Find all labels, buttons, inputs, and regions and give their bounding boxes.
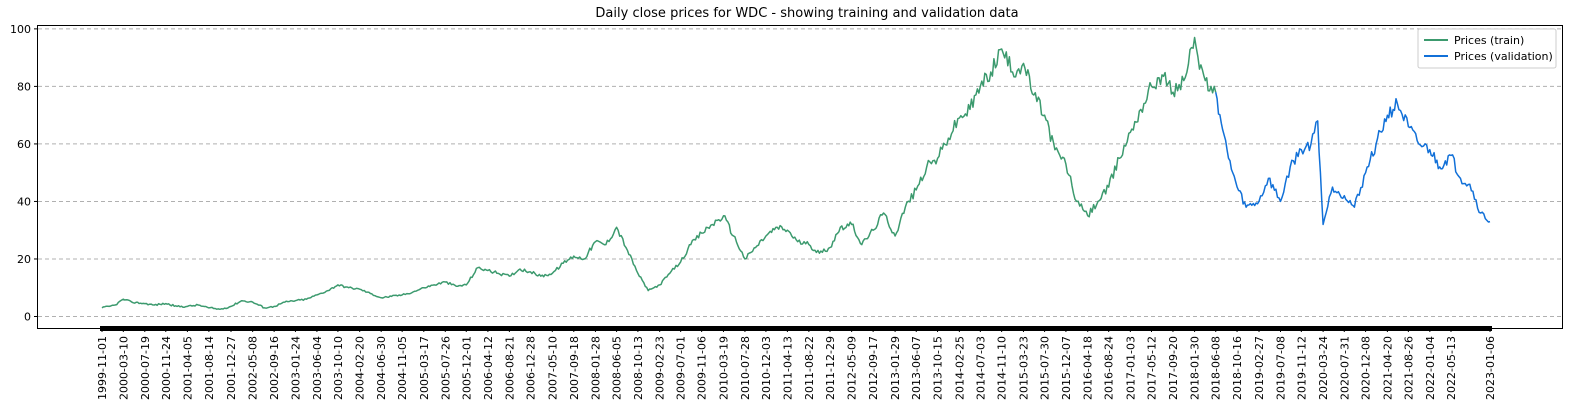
- x-tick-label: 2006-08-21: [503, 336, 516, 400]
- x-tick-label: 2005-12-01: [460, 336, 473, 400]
- x-tick-label: 2011-12-29: [824, 336, 837, 400]
- x-tick-label: 2001-12-27: [225, 336, 238, 400]
- x-tick-label: 2007-05-10: [546, 336, 559, 400]
- x-tick-label: 2019-11-12: [1295, 336, 1308, 400]
- x-tick-label: 2000-11-24: [160, 336, 173, 400]
- x-tick-label: 2019-07-08: [1274, 336, 1287, 400]
- x-tick-label: 2018-01-30: [1189, 336, 1202, 400]
- x-tick-label: 2022-05-13: [1445, 336, 1458, 400]
- x-tick-label: 2010-03-19: [717, 336, 730, 400]
- x-tick-label: 2005-03-17: [418, 336, 431, 400]
- x-tick-label: 2010-12-03: [760, 336, 773, 400]
- x-tick-label: 2000-03-10: [117, 336, 130, 400]
- y-tick-label: 60: [17, 138, 31, 151]
- x-tick-label: 1999-11-01: [96, 336, 109, 400]
- x-tick-label: 2022-01-04: [1424, 336, 1437, 400]
- x-tick-label: 2011-08-22: [803, 336, 816, 400]
- x-tick-label: 2021-08-26: [1402, 336, 1415, 400]
- x-tick-label: 2004-11-05: [396, 336, 409, 400]
- x-tick-label: 2006-04-12: [482, 336, 495, 400]
- x-tick-label: 2004-06-30: [375, 336, 388, 400]
- x-tick-label: 2012-05-09: [846, 336, 859, 400]
- x-tick-label: 2001-04-05: [181, 336, 194, 400]
- x-tick-label: 2015-03-23: [1017, 336, 1030, 400]
- y-tick-label: 20: [17, 253, 31, 266]
- x-tick-label: 2000-07-19: [139, 336, 152, 400]
- x-tick-label: 2003-01-24: [289, 336, 302, 400]
- x-tick-label: 2009-11-06: [696, 336, 709, 400]
- x-tick-label: 2003-10-10: [332, 336, 345, 400]
- x-tick-label: 2011-04-13: [781, 336, 794, 400]
- x-tick-label: 2002-09-16: [268, 336, 281, 400]
- x-tick-label: 2017-09-20: [1167, 336, 1180, 400]
- series-line-train: [101, 36, 1217, 311]
- x-tick-label: 2012-09-17: [867, 336, 880, 400]
- x-tick-label: 2014-02-25: [953, 336, 966, 400]
- x-tick-label: 2020-03-24: [1317, 336, 1330, 400]
- x-tick-label: 2016-04-18: [1082, 336, 1095, 400]
- series-layer: [101, 36, 1491, 311]
- x-tick-label: 2021-04-20: [1381, 336, 1394, 400]
- y-tick-label: 40: [17, 195, 31, 208]
- x-tick-label: 2008-10-13: [632, 336, 645, 400]
- x-tick-label: 2005-07-26: [439, 336, 452, 400]
- x-tick-label: 2003-06-04: [311, 336, 324, 400]
- y-tick-label: 100: [10, 23, 31, 36]
- x-tick-label: 2013-10-15: [932, 336, 945, 400]
- x-tick-label: 2020-07-31: [1338, 336, 1351, 400]
- x-tick-label: 2019-02-27: [1253, 336, 1266, 400]
- y-tick-label: 80: [17, 80, 31, 93]
- chart-title: Daily close prices for WDC - showing tra…: [595, 6, 1018, 21]
- x-tick-label: 2009-07-01: [675, 336, 688, 400]
- series-line-validation: [1214, 92, 1491, 226]
- x-tick-label: 2013-01-29: [889, 336, 902, 400]
- x-tick-label: 2014-11-10: [996, 336, 1009, 400]
- legend-label-train: Prices (train): [1454, 34, 1524, 47]
- x-tick-label: 2002-05-08: [247, 336, 260, 400]
- x-tick-label: 2004-02-20: [354, 336, 367, 400]
- x-tick-label: 2018-10-16: [1231, 336, 1244, 400]
- x-tick-label: 2023-01-06: [1484, 336, 1497, 400]
- x-tick-label: 2015-12-07: [1060, 336, 1073, 400]
- x-tick-label: 2018-06-08: [1210, 336, 1223, 400]
- x-tick-label: 2015-07-30: [1039, 336, 1052, 400]
- x-tick-label: 2008-01-28: [589, 336, 602, 400]
- x-tick-label: 2020-12-08: [1360, 336, 1373, 400]
- x-tick-label: 2013-06-07: [910, 336, 923, 400]
- x-tick-label: 2001-08-14: [203, 336, 216, 400]
- legend-label-validation: Prices (validation): [1454, 50, 1553, 63]
- x-tick-label: 2007-09-18: [568, 336, 581, 400]
- x-tick-label: 2017-05-12: [1145, 336, 1158, 400]
- legend: Prices (train) Prices (validation): [1417, 28, 1557, 69]
- x-tick-label: 2017-01-03: [1124, 336, 1137, 400]
- x-tick-label: 2014-07-03: [974, 336, 987, 400]
- x-tick-label: 2006-12-28: [525, 336, 538, 400]
- y-tick-label: 0: [24, 310, 31, 323]
- x-tick-label: 2016-08-24: [1103, 336, 1116, 400]
- plot-frame: [37, 25, 1563, 329]
- x-tick-label: 2009-02-23: [654, 336, 667, 400]
- legend-box: [1417, 28, 1557, 69]
- y-axis-ticks: 0 20 40 60 80 100: [10, 23, 38, 323]
- x-tick-label: 2008-06-05: [611, 336, 624, 400]
- x-tick-label: 2010-07-28: [739, 336, 752, 400]
